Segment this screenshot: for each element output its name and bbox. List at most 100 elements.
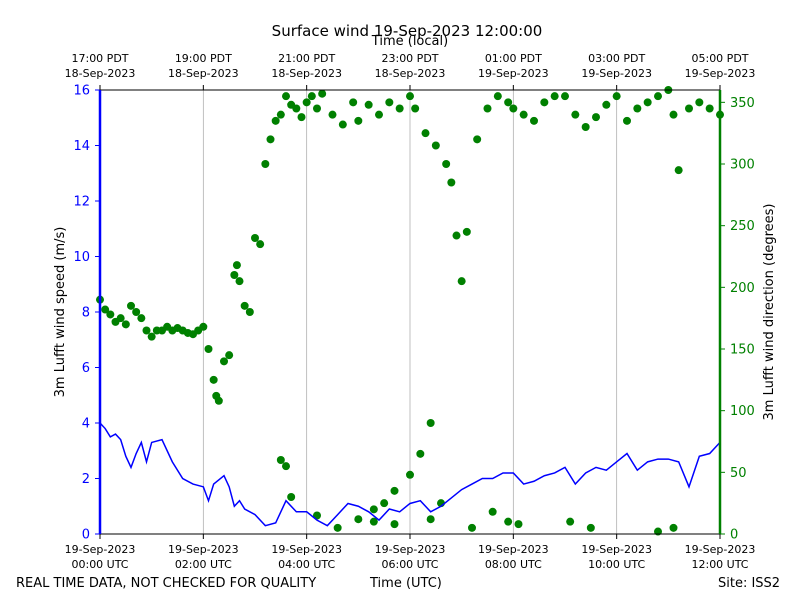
direction-point [695,98,704,107]
direction-point [302,98,311,107]
top-axis-label: Time (local) [371,34,449,49]
direction-point [602,100,611,109]
left-tick-label: 12 [73,195,90,210]
direction-point [235,277,244,286]
direction-point [369,505,378,514]
top-tick-time: 19:00 PDT [175,52,232,65]
direction-point [232,261,241,270]
bottom-axis-label: Time (UTC) [370,576,442,591]
top-tick-date: 19-Sep-2023 [478,67,549,80]
axis-ticks: 0 2 4 6 8 10 12 14 16 0 50 100 150 200 250 300 350 19-Sep… [65,52,756,571]
top-tick-time: 03:00 PDT [588,52,645,65]
direction-point [147,332,156,341]
direction-point [209,375,218,384]
right-tick-label: 150 [730,343,755,358]
direction-point [705,104,714,113]
direction-point [493,92,502,101]
direction-point [282,92,290,101]
direction-point [199,322,208,331]
direction-series [96,86,724,536]
direction-point [390,520,399,529]
direction-point [586,523,595,532]
direction-point [447,178,456,187]
right-tick-label: 350 [730,96,755,111]
direction-point [328,110,337,119]
direction-point [654,92,662,101]
direction-point [251,234,259,242]
direction-point [509,104,518,113]
direction-point [338,120,347,129]
direction-point [354,515,363,524]
left-axis-label: 3m Lufft wind speed (m/s) [53,227,68,398]
direction-point [411,104,420,113]
direction-point [116,314,125,323]
bottom-tick-time: 12:00 UTC [691,558,748,571]
bottom-tick-time: 10:00 UTC [588,558,645,571]
direction-point [276,110,285,119]
bottom-tick-date: 19-Sep-2023 [375,543,446,556]
direction-point [313,104,321,113]
top-tick-date: 18-Sep-2023 [271,67,342,80]
direction-point [530,116,538,125]
direction-point [406,470,414,479]
direction-point [214,396,223,405]
bottom-tick-time: 06:00 UTC [381,558,438,571]
bottom-tick-date: 19-Sep-2023 [65,543,136,556]
bottom-tick-date: 19-Sep-2023 [478,543,549,556]
direction-point [245,308,254,316]
direction-point [282,462,290,471]
direction-point [354,116,363,125]
right-tick-label: 250 [730,219,755,234]
left-tick-label: 10 [73,250,90,265]
direction-point [421,129,430,138]
direction-point [287,493,296,501]
direction-point [426,515,435,524]
direction-point [101,305,110,314]
direction-point [633,104,642,113]
left-tick-label: 16 [73,84,90,99]
top-tick-time: 23:00 PDT [381,52,438,65]
direction-point [307,92,316,101]
direction-point [473,135,482,144]
right-axis-label: 3m Lufft wind direction (degrees) [762,204,777,421]
direction-point [685,104,693,113]
direction-point [121,320,130,329]
left-tick-label: 6 [82,361,90,376]
direction-point [406,92,414,101]
left-tick-label: 4 [82,417,90,432]
top-tick-time: 21:00 PDT [278,52,335,65]
direction-point [266,135,275,144]
top-tick-time: 01:00 PDT [485,52,542,65]
direction-point [457,277,466,286]
direction-point [504,517,513,526]
direction-point [612,92,621,101]
speed-line [99,422,721,527]
speed-series [99,422,721,527]
direction-point [271,116,280,125]
right-tick-label: 200 [730,281,755,296]
direction-point [142,326,151,335]
direction-point [426,419,435,427]
left-tick-label: 2 [82,472,90,487]
direction-point [416,449,425,458]
direction-point [504,98,513,107]
direction-point [297,113,306,122]
direction-point [220,357,228,366]
direction-point [230,271,239,279]
direction-point [452,231,461,240]
direction-point [592,113,600,122]
bottom-tick-time: 02:00 UTC [175,558,232,571]
direction-point [349,98,358,107]
direction-point [395,104,404,113]
direction-point [240,301,249,310]
direction-point [390,486,399,495]
direction-point [225,351,234,360]
direction-point [318,89,327,98]
left-tick-label: 14 [73,139,90,154]
top-tick-date: 18-Sep-2023 [168,67,239,80]
direction-point [276,456,285,464]
direction-point [514,520,523,529]
bottom-tick-date: 19-Sep-2023 [168,543,239,556]
direction-point [385,98,394,107]
